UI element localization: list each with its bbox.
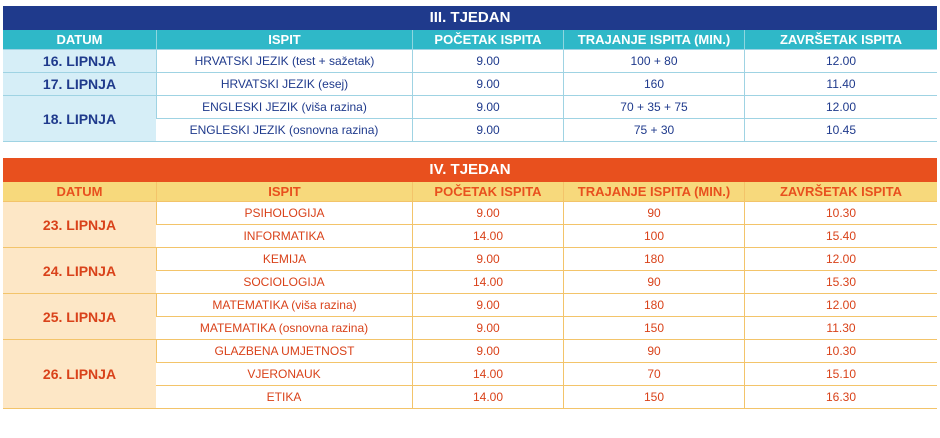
end-time-cell: 15.10 bbox=[744, 362, 937, 385]
week-3-header-row: DATUM ISPIT POČETAK ISPITA TRAJANJE ISPI… bbox=[3, 30, 937, 49]
exam-cell: ENGLESKI JEZIK (osnovna razina) bbox=[156, 118, 412, 141]
date-cell: 23. LIPNJA bbox=[3, 201, 156, 247]
table-row: ETIKA 14.00 150 16.30 bbox=[3, 385, 937, 408]
start-time-cell: 14.00 bbox=[412, 224, 563, 247]
table-row: 25. LIPNJA MATEMATIKA (viša razina) 9.00 18… bbox=[3, 293, 937, 339]
week-4-title: IV. TJEDAN bbox=[3, 158, 937, 182]
date-cell: 18. LIPNJA bbox=[3, 95, 156, 141]
exam-cell: ENGLESKI JEZIK (viša razina) bbox=[156, 95, 412, 118]
table-row: 18. LIPNJA ENGLESKI JEZIK (viša razina) 9.… bbox=[3, 95, 937, 141]
exam-cell: GLAZBENA UMJETNOST bbox=[156, 339, 412, 362]
week-4-table: DATUM ISPIT POČETAK ISPITA TRAJANJE ISPI… bbox=[3, 182, 937, 409]
end-time-cell: 10.45 bbox=[744, 118, 937, 141]
end-time-cell: 12.00 bbox=[744, 247, 937, 270]
header-zavrsetak: ZAVRŠETAK ISPITA bbox=[744, 182, 937, 201]
start-time-cell: 9.00 bbox=[412, 247, 563, 270]
header-ispit: ISPIT bbox=[156, 30, 412, 49]
exam-cell: KEMIJA bbox=[156, 247, 412, 270]
duration-cell: 90 bbox=[563, 270, 744, 293]
end-time-cell: 11.40 bbox=[744, 72, 937, 95]
end-time-cell: 12.00 bbox=[744, 49, 937, 72]
start-time-cell: 9.00 bbox=[412, 49, 563, 72]
start-time-cell: 9.00 bbox=[412, 95, 563, 118]
end-time-cell: 10.30 bbox=[744, 339, 937, 362]
week-3-table: DATUM ISPIT POČETAK ISPITA TRAJANJE ISPI… bbox=[3, 30, 937, 142]
table-row: 16. LIPNJA HRVATSKI JEZIK (test + sažetak… bbox=[3, 49, 937, 72]
table-row: ENGLESKI JEZIK (osnovna razina) 9.00 75 + … bbox=[3, 118, 937, 141]
week-3-schedule: III. TJEDAN DATUM ISPIT POČETAK ISPITA T… bbox=[3, 6, 937, 142]
start-time-cell: 9.00 bbox=[412, 201, 563, 224]
exam-cell: HRVATSKI JEZIK (esej) bbox=[156, 72, 412, 95]
table-row: 17. LIPNJA HRVATSKI JEZIK (esej) 9.00 160 11… bbox=[3, 72, 937, 95]
date-cell: 26. LIPNJA bbox=[3, 339, 156, 408]
duration-cell: 100 bbox=[563, 224, 744, 247]
week-4-body: 23. LIPNJA PSIHOLOGIJA 9.00 90 10.30 INFORMAT… bbox=[3, 201, 937, 408]
end-time-cell: 12.00 bbox=[744, 95, 937, 118]
header-ispit: ISPIT bbox=[156, 182, 412, 201]
table-row: MATEMATIKA (osnovna razina) 9.00 150 11.30 bbox=[3, 316, 937, 339]
end-time-cell: 15.40 bbox=[744, 224, 937, 247]
duration-cell: 75 + 30 bbox=[563, 118, 744, 141]
duration-cell: 90 bbox=[563, 201, 744, 224]
end-time-cell: 11.30 bbox=[744, 316, 937, 339]
exam-cell: HRVATSKI JEZIK (test + sažetak) bbox=[156, 49, 412, 72]
end-time-cell: 15.30 bbox=[744, 270, 937, 293]
end-time-cell: 10.30 bbox=[744, 201, 937, 224]
exam-cell: SOCIOLOGIJA bbox=[156, 270, 412, 293]
duration-cell: 100 + 80 bbox=[563, 49, 744, 72]
exam-cell: MATEMATIKA (osnovna razina) bbox=[156, 316, 412, 339]
exam-cell: VJERONAUK bbox=[156, 362, 412, 385]
table-row: SOCIOLOGIJA 14.00 90 15.30 bbox=[3, 270, 937, 293]
duration-cell: 150 bbox=[563, 385, 744, 408]
table-row: 24. LIPNJA KEMIJA 9.00 180 12.00 bbox=[3, 247, 937, 293]
table-row: INFORMATIKA 14.00 100 15.40 bbox=[3, 224, 937, 247]
exam-cell: PSIHOLOGIJA bbox=[156, 201, 412, 224]
table-row: VJERONAUK 14.00 70 15.10 bbox=[3, 362, 937, 385]
header-pocetak: POČETAK ISPITA bbox=[412, 30, 563, 49]
week-4-header-row: DATUM ISPIT POČETAK ISPITA TRAJANJE ISPI… bbox=[3, 182, 937, 201]
exam-cell: ETIKA bbox=[156, 385, 412, 408]
date-cell: 17. LIPNJA bbox=[3, 72, 156, 95]
header-zavrsetak: ZAVRŠETAK ISPITA bbox=[744, 30, 937, 49]
start-time-cell: 14.00 bbox=[412, 385, 563, 408]
start-time-cell: 9.00 bbox=[412, 293, 563, 316]
duration-cell: 150 bbox=[563, 316, 744, 339]
duration-cell: 180 bbox=[563, 293, 744, 316]
date-cell: 16. LIPNJA bbox=[3, 49, 156, 72]
week-4-schedule: IV. TJEDAN DATUM ISPIT POČETAK ISPITA TR… bbox=[3, 158, 937, 409]
table-row: 23. LIPNJA PSIHOLOGIJA 9.00 90 10.30 bbox=[3, 201, 937, 247]
end-time-cell: 16.30 bbox=[744, 385, 937, 408]
duration-cell: 70 bbox=[563, 362, 744, 385]
start-time-cell: 9.00 bbox=[412, 72, 563, 95]
start-time-cell: 14.00 bbox=[412, 362, 563, 385]
duration-cell: 160 bbox=[563, 72, 744, 95]
date-cell: 25. LIPNJA bbox=[3, 293, 156, 339]
date-cell: 24. LIPNJA bbox=[3, 247, 156, 293]
header-trajanje: TRAJANJE ISPITA (MIN.) bbox=[563, 30, 744, 49]
end-time-cell: 12.00 bbox=[744, 293, 937, 316]
start-time-cell: 9.00 bbox=[412, 316, 563, 339]
start-time-cell: 9.00 bbox=[412, 118, 563, 141]
duration-cell: 180 bbox=[563, 247, 744, 270]
duration-cell: 70 + 35 + 75 bbox=[563, 95, 744, 118]
header-datum: DATUM bbox=[3, 30, 156, 49]
exam-cell: MATEMATIKA (viša razina) bbox=[156, 293, 412, 316]
start-time-cell: 14.00 bbox=[412, 270, 563, 293]
header-trajanje: TRAJANJE ISPITA (MIN.) bbox=[563, 182, 744, 201]
duration-cell: 90 bbox=[563, 339, 744, 362]
table-row: 26. LIPNJA GLAZBENA UMJETNOST 9.00 90 10.30 bbox=[3, 339, 937, 408]
exam-cell: INFORMATIKA bbox=[156, 224, 412, 247]
header-pocetak: POČETAK ISPITA bbox=[412, 182, 563, 201]
week-3-title: III. TJEDAN bbox=[3, 6, 937, 30]
week-3-body: 16. LIPNJA HRVATSKI JEZIK (test + sažetak… bbox=[3, 49, 937, 141]
header-datum: DATUM bbox=[3, 182, 156, 201]
start-time-cell: 9.00 bbox=[412, 339, 563, 362]
